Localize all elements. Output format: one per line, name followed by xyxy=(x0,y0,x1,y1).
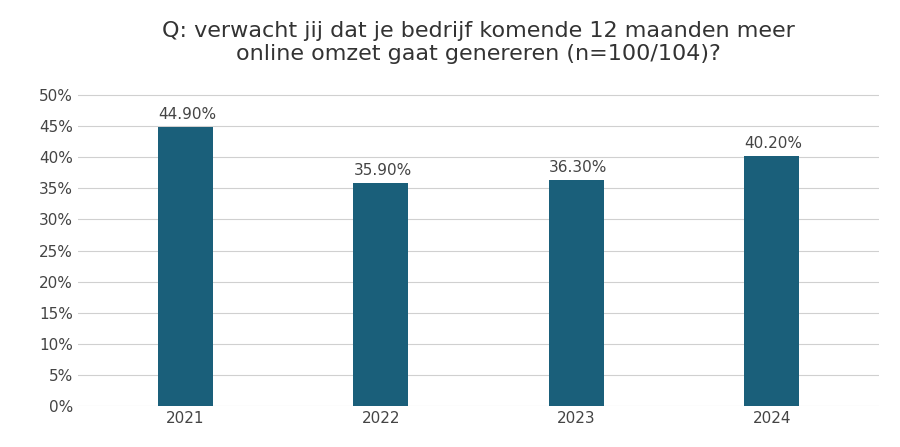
Title: Q: verwacht jij dat je bedrijf komende 12 maanden meer
online omzet gaat generer: Q: verwacht jij dat je bedrijf komende 1… xyxy=(162,21,795,64)
Bar xyxy=(354,182,408,406)
Text: 44.90%: 44.90% xyxy=(158,106,216,122)
Text: 40.20%: 40.20% xyxy=(744,136,802,151)
Text: 36.30%: 36.30% xyxy=(549,160,608,175)
Bar xyxy=(549,180,604,406)
Bar xyxy=(744,156,799,406)
Bar xyxy=(158,127,212,406)
Text: 35.90%: 35.90% xyxy=(354,163,411,177)
